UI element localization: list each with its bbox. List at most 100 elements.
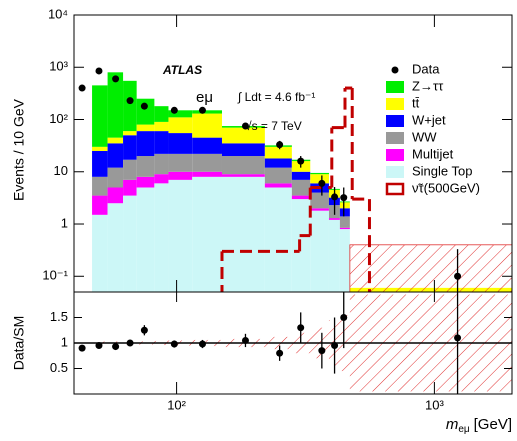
stack-segment: [339, 229, 350, 292]
stack-segment: [310, 172, 329, 175]
stack-segment: [123, 195, 137, 292]
stack-segment: [123, 135, 137, 160]
data-point: [95, 67, 103, 75]
x-axis-label: meμ [GeV]: [446, 416, 512, 435]
stack-segment: [123, 159, 137, 180]
data-point: [340, 194, 348, 202]
stack-segment: [154, 131, 169, 154]
stack-segment: [339, 201, 350, 203]
energy-label: √s = 7 TeV: [245, 119, 302, 133]
stack-segment: [107, 203, 124, 292]
data-point: [241, 122, 249, 130]
stack-segment: [154, 153, 169, 175]
stack-segment: [123, 179, 137, 196]
data-point: [126, 97, 134, 105]
data-point: [170, 106, 178, 114]
y-axis-label: Events / 10 GeV: [11, 98, 27, 201]
stack-segment: [328, 219, 340, 292]
legend-label: ν̃τ(500GeV): [412, 180, 480, 195]
data-point: [198, 106, 206, 114]
stack-segment: [221, 143, 265, 157]
stack-segment: [192, 110, 222, 114]
legend-swatch: [386, 166, 404, 178]
stack-segment: [310, 210, 329, 292]
y-tick-label: 10⁻¹: [42, 268, 68, 283]
stack-segment: [221, 127, 265, 144]
stack-segment: [136, 156, 155, 177]
legend-label: WW: [412, 129, 437, 144]
stack-segment: [192, 137, 222, 154]
stack-segment: [339, 227, 350, 230]
stack-segment: [310, 174, 329, 184]
stack-segment: [291, 195, 311, 200]
stack-segment: [154, 183, 169, 292]
lumi-label: ∫ Ldt = 4.6 fb⁻¹: [237, 90, 315, 104]
stack-segment: [192, 113, 222, 138]
ratio-plot: [74, 292, 512, 394]
stack-segment: [168, 179, 193, 292]
stack-segment: [192, 153, 222, 172]
stack-segment: [92, 146, 108, 151]
x-label-unit: [GeV]: [474, 416, 512, 433]
ratio-point: [170, 340, 178, 348]
ratio-point: [340, 314, 348, 321]
ratio-point: [126, 339, 134, 347]
stack-segment: [136, 176, 155, 188]
stack-segment: [264, 167, 292, 184]
stack-segment: [107, 167, 124, 188]
stack-segment: [136, 98, 155, 125]
legend-swatch: [386, 149, 404, 161]
ratio-point: [112, 343, 120, 351]
ratio-point: [454, 334, 462, 342]
data-point: [297, 157, 305, 165]
legend-swatch: [386, 132, 404, 144]
stack-segment: [123, 80, 137, 132]
legend-swatch: [385, 182, 405, 196]
y-tick-label: 10⁴: [48, 6, 68, 21]
stack-segment: [136, 187, 155, 292]
stack-segment: [264, 146, 292, 159]
stack-segment: [192, 171, 222, 177]
stack-segment: [264, 187, 292, 292]
stack-segment: [123, 131, 137, 136]
stack-segment: [92, 150, 108, 177]
stack-segment: [92, 214, 108, 292]
ratio-point: [297, 324, 305, 332]
legend-label: Multijet: [412, 146, 454, 161]
data-point: [112, 75, 120, 83]
y-tick-label: 1: [61, 215, 68, 230]
data-point: [140, 102, 148, 110]
x-tick-label: 10²: [167, 397, 186, 412]
legend-swatch: [386, 115, 404, 127]
stack-segment: [192, 176, 222, 292]
x-label-symbol: m: [446, 416, 459, 433]
stack-segment: [136, 124, 155, 132]
ratio-point: [241, 336, 249, 344]
stack-segment: [310, 192, 329, 209]
x-tick-label: 10³: [425, 397, 444, 412]
data-point: [454, 272, 462, 280]
x-label-subscript: eμ: [458, 424, 470, 435]
experiment-label: ATLAS: [162, 63, 202, 77]
stack-segment: [168, 117, 193, 134]
stack-segment: [107, 187, 124, 204]
channel-label: eμ: [196, 89, 213, 106]
stack-segment: [92, 85, 108, 147]
ratio-frame: [73, 291, 513, 395]
stack-segment: [154, 106, 169, 122]
ratio-y-tick-label: 1.5: [50, 309, 68, 324]
stack-segment: [339, 216, 350, 228]
stack-segment: [339, 208, 350, 217]
stack-segment: [221, 176, 265, 292]
stack-segment: [92, 195, 108, 215]
legend-label: W+jet: [412, 112, 446, 127]
data-point: [331, 193, 339, 201]
stack-segment: [339, 202, 350, 209]
y-tick-label: 10³: [49, 59, 68, 74]
stack-segment: [92, 176, 108, 196]
ratio-point: [318, 347, 326, 355]
main-plot: [78, 67, 512, 292]
ratio-y-label: Data/SM: [11, 316, 27, 370]
